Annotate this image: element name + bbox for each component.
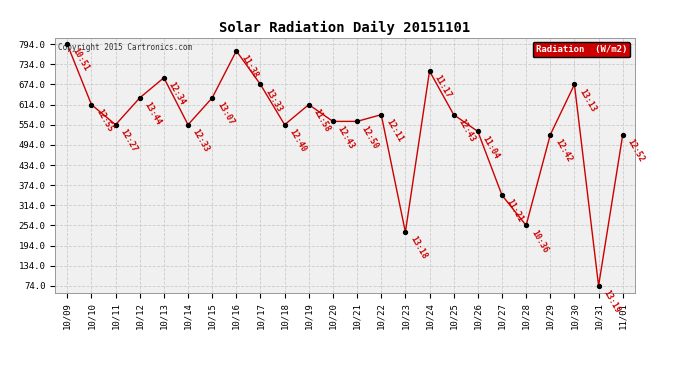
Text: 12:42: 12:42 xyxy=(553,138,573,164)
Text: 12:43: 12:43 xyxy=(457,117,477,144)
Point xyxy=(569,81,580,87)
Point xyxy=(448,112,460,118)
Text: 10:51: 10:51 xyxy=(70,47,90,73)
Title: Solar Radiation Daily 20151101: Solar Radiation Daily 20151101 xyxy=(219,21,471,35)
Text: 13:44: 13:44 xyxy=(143,100,163,127)
Point xyxy=(255,81,266,87)
Text: 11:04: 11:04 xyxy=(481,134,501,160)
Point xyxy=(472,129,483,135)
Point xyxy=(497,192,508,198)
Text: 13:13: 13:13 xyxy=(578,87,598,113)
Text: 13:19: 13:19 xyxy=(602,288,622,315)
Point xyxy=(230,48,241,54)
Text: 11:17: 11:17 xyxy=(433,74,453,100)
Point xyxy=(207,95,218,101)
Point xyxy=(545,132,556,138)
Text: 12:11: 12:11 xyxy=(384,117,404,144)
Text: 12:50: 12:50 xyxy=(360,124,380,150)
Point xyxy=(593,283,604,289)
Text: 11:58: 11:58 xyxy=(312,107,332,134)
Point xyxy=(617,132,628,138)
Text: 11:21: 11:21 xyxy=(505,198,525,224)
Text: Copyright 2015 Cartronics.com: Copyright 2015 Cartronics.com xyxy=(58,43,193,52)
Text: 12:27: 12:27 xyxy=(119,128,139,154)
Point xyxy=(110,122,121,128)
Point xyxy=(86,102,97,108)
Text: 12:40: 12:40 xyxy=(288,128,308,154)
Point xyxy=(182,122,193,128)
Text: 10:36: 10:36 xyxy=(529,228,549,254)
Text: 12:43: 12:43 xyxy=(336,124,356,150)
Point xyxy=(351,118,363,124)
Point xyxy=(375,112,386,118)
Text: 13:07: 13:07 xyxy=(215,100,235,127)
Text: 12:55: 12:55 xyxy=(95,107,115,134)
Point xyxy=(159,75,170,81)
Point xyxy=(134,95,145,101)
Point xyxy=(520,222,531,228)
Point xyxy=(400,229,411,235)
Text: 11:38: 11:38 xyxy=(239,54,259,80)
Point xyxy=(327,118,338,124)
Point xyxy=(424,68,435,74)
Point xyxy=(279,122,290,128)
Text: 12:33: 12:33 xyxy=(191,128,211,154)
Point xyxy=(303,102,314,108)
Text: 12:34: 12:34 xyxy=(167,81,187,106)
Text: 12:52: 12:52 xyxy=(626,138,646,164)
Text: 13:33: 13:33 xyxy=(264,87,284,113)
Point xyxy=(62,41,73,47)
Legend: Radiation  (W/m2): Radiation (W/m2) xyxy=(533,42,630,57)
Text: 13:18: 13:18 xyxy=(408,235,428,261)
